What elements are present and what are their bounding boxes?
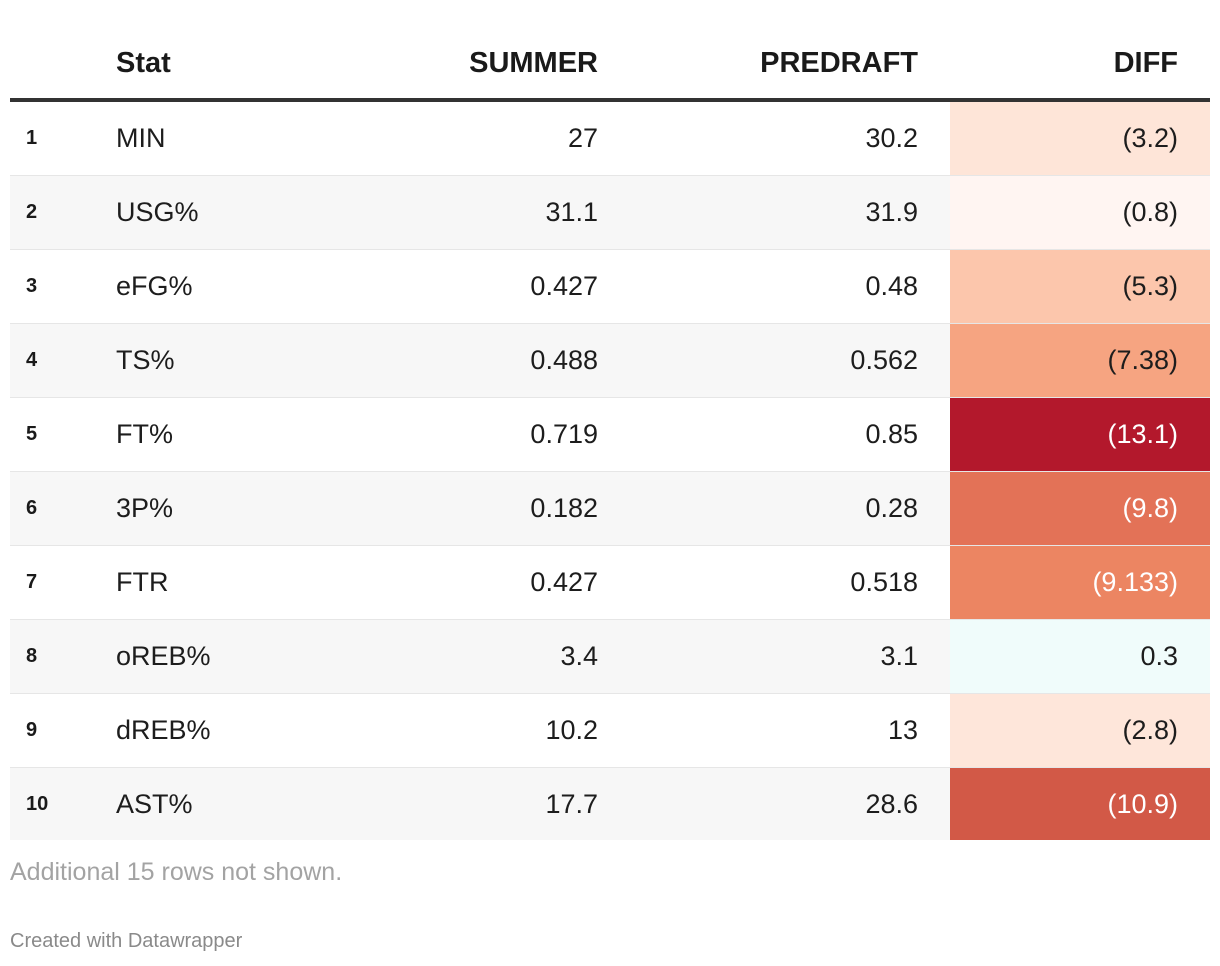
table-row: 7 FTR 0.427 0.518 (9.133) (10, 545, 1210, 620)
table-row: 2 USG% 31.1 31.9 (0.8) (10, 175, 1210, 250)
header-diff[interactable]: DIFF (950, 28, 1210, 102)
row-summer: 27 (310, 100, 630, 176)
row-rank: 2 (10, 175, 100, 250)
table-row: 1 MIN 27 30.2 (3.2) (10, 100, 1210, 176)
header-predraft[interactable]: PREDRAFT (630, 28, 950, 102)
row-diff: (7.38) (950, 323, 1210, 398)
row-predraft: 13 (630, 693, 950, 768)
row-diff: (3.2) (950, 100, 1210, 176)
row-diff: 0.3 (950, 619, 1210, 694)
row-rank: 5 (10, 397, 100, 472)
row-summer: 0.182 (310, 471, 630, 546)
row-predraft: 28.6 (630, 767, 950, 840)
row-stat: eFG% (100, 249, 310, 324)
stats-table: Stat SUMMER PREDRAFT DIFF 1 MIN 27 30.2 (3.2… (10, 28, 1210, 840)
table-header: Stat SUMMER PREDRAFT DIFF (10, 28, 1210, 102)
row-summer: 0.427 (310, 545, 630, 620)
row-rank: 3 (10, 249, 100, 324)
data-table-container: Stat SUMMER PREDRAFT DIFF 1 MIN 27 30.2 (3.2… (10, 28, 1210, 840)
row-diff: (0.8) (950, 175, 1210, 250)
row-diff: (2.8) (950, 693, 1210, 768)
row-summer: 0.488 (310, 323, 630, 398)
row-stat: 3P% (100, 471, 310, 546)
row-stat: FT% (100, 397, 310, 472)
row-stat: dREB% (100, 693, 310, 768)
header-rank (10, 28, 100, 102)
row-diff: (10.9) (950, 767, 1210, 840)
row-summer: 0.427 (310, 249, 630, 324)
row-predraft: 0.48 (630, 249, 950, 324)
header-stat[interactable]: Stat (100, 28, 310, 102)
table-row: 10 AST% 17.7 28.6 (10.9) (10, 767, 1210, 840)
row-summer: 10.2 (310, 693, 630, 768)
row-stat: oREB% (100, 619, 310, 694)
table-row: 5 FT% 0.719 0.85 (13.1) (10, 397, 1210, 472)
row-stat: MIN (100, 100, 310, 176)
rows-not-shown-note: Additional 15 rows not shown. (10, 858, 343, 886)
row-stat: USG% (100, 175, 310, 250)
row-rank: 4 (10, 323, 100, 398)
table-row: 4 TS% 0.488 0.562 (7.38) (10, 323, 1210, 398)
row-predraft: 0.28 (630, 471, 950, 546)
row-diff: (9.8) (950, 471, 1210, 546)
row-summer: 31.1 (310, 175, 630, 250)
row-stat: AST% (100, 767, 310, 840)
row-rank: 8 (10, 619, 100, 694)
table-row: 3 eFG% 0.427 0.48 (5.3) (10, 249, 1210, 324)
row-summer: 17.7 (310, 767, 630, 840)
row-predraft: 31.9 (630, 175, 950, 250)
table-body: 1 MIN 27 30.2 (3.2) 2 USG% 31.1 31.9 (0.8) 3 eFG% 0.… (10, 100, 1210, 840)
row-rank: 10 (10, 767, 100, 840)
table-row: 6 3P% 0.182 0.28 (9.8) (10, 471, 1210, 546)
row-rank: 7 (10, 545, 100, 620)
row-diff: (9.133) (950, 545, 1210, 620)
row-summer: 3.4 (310, 619, 630, 694)
row-predraft: 0.518 (630, 545, 950, 620)
row-predraft: 0.85 (630, 397, 950, 472)
header-summer[interactable]: SUMMER (310, 28, 630, 102)
row-rank: 6 (10, 471, 100, 546)
table-row: 9 dREB% 10.2 13 (2.8) (10, 693, 1210, 768)
table-row: 8 oREB% 3.4 3.1 0.3 (10, 619, 1210, 694)
row-predraft: 30.2 (630, 100, 950, 176)
row-rank: 9 (10, 693, 100, 768)
row-diff: (5.3) (950, 249, 1210, 324)
row-stat: TS% (100, 323, 310, 398)
row-stat: FTR (100, 545, 310, 620)
row-predraft: 3.1 (630, 619, 950, 694)
header-row: Stat SUMMER PREDRAFT DIFF (10, 28, 1210, 102)
datawrapper-credit: Created with Datawrapper (10, 930, 243, 952)
row-predraft: 0.562 (630, 323, 950, 398)
row-diff: (13.1) (950, 397, 1210, 472)
row-rank: 1 (10, 100, 100, 176)
row-summer: 0.719 (310, 397, 630, 472)
